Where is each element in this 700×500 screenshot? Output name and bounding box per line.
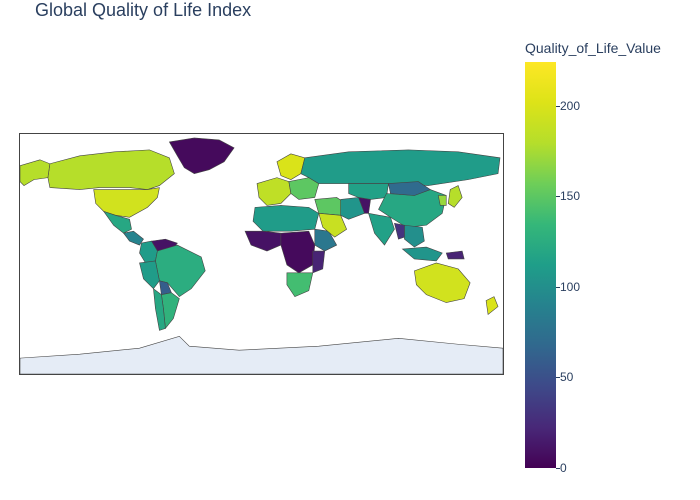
colorbar-tick-label: 200 xyxy=(560,98,581,113)
region-peru[interactable] xyxy=(139,260,160,290)
region-greenland[interactable] xyxy=(168,137,235,174)
region-south-africa[interactable] xyxy=(286,272,314,298)
region-scandinavia[interactable] xyxy=(276,153,306,180)
colorbar-tick-label: 100 xyxy=(560,279,581,294)
region-mongolia[interactable] xyxy=(388,181,431,196)
region-west-africa[interactable] xyxy=(244,230,282,252)
colorbar-tick-mark xyxy=(556,286,560,288)
region-myanmar[interactable] xyxy=(394,222,405,240)
region-india[interactable] xyxy=(368,212,395,246)
region-new-zealand[interactable] xyxy=(485,296,499,316)
chart-title: Global Quality of Life Index xyxy=(35,0,252,20)
region-antarctica xyxy=(20,335,503,374)
colorbar-tick-mark xyxy=(556,468,560,469)
region-horn-africa[interactable] xyxy=(314,228,338,252)
colorbar xyxy=(525,62,556,468)
region-chile[interactable] xyxy=(153,288,166,331)
colorbar-tick-mark xyxy=(556,377,560,379)
region-central-america[interactable] xyxy=(123,230,144,246)
colorbar-tick-label: 0 xyxy=(560,461,567,475)
region-southeast-asia[interactable] xyxy=(404,224,425,248)
colorbar-tick-mark xyxy=(556,196,560,198)
region-russia[interactable] xyxy=(300,149,501,186)
region-saudi-arabia[interactable] xyxy=(318,213,348,238)
region-canada[interactable] xyxy=(47,149,175,190)
region-japan[interactable] xyxy=(447,185,463,208)
region-papua-new-guinea[interactable] xyxy=(445,250,465,260)
map-canvas[interactable] xyxy=(20,134,503,374)
region-central-asia[interactable] xyxy=(348,183,389,200)
region-western-europe[interactable] xyxy=(256,177,292,206)
region-indonesia[interactable] xyxy=(401,246,443,262)
region-iran[interactable] xyxy=(340,197,365,220)
region-usa[interactable] xyxy=(93,187,160,218)
colorbar-tick-label: 50 xyxy=(560,370,574,385)
colorbar-tick-mark xyxy=(556,105,560,107)
region-alaska[interactable] xyxy=(20,159,51,186)
region-korea[interactable] xyxy=(437,195,447,206)
colorbar-title: Quality_of_Life_Value xyxy=(525,40,661,56)
region-east-africa[interactable] xyxy=(312,250,326,274)
region-australia[interactable] xyxy=(414,262,471,303)
region-central-africa[interactable] xyxy=(280,230,316,274)
region-north-africa[interactable] xyxy=(252,205,320,232)
world-map[interactable] xyxy=(19,133,504,375)
colorbar-tick-label: 150 xyxy=(560,189,581,204)
region-mexico[interactable] xyxy=(102,210,132,234)
